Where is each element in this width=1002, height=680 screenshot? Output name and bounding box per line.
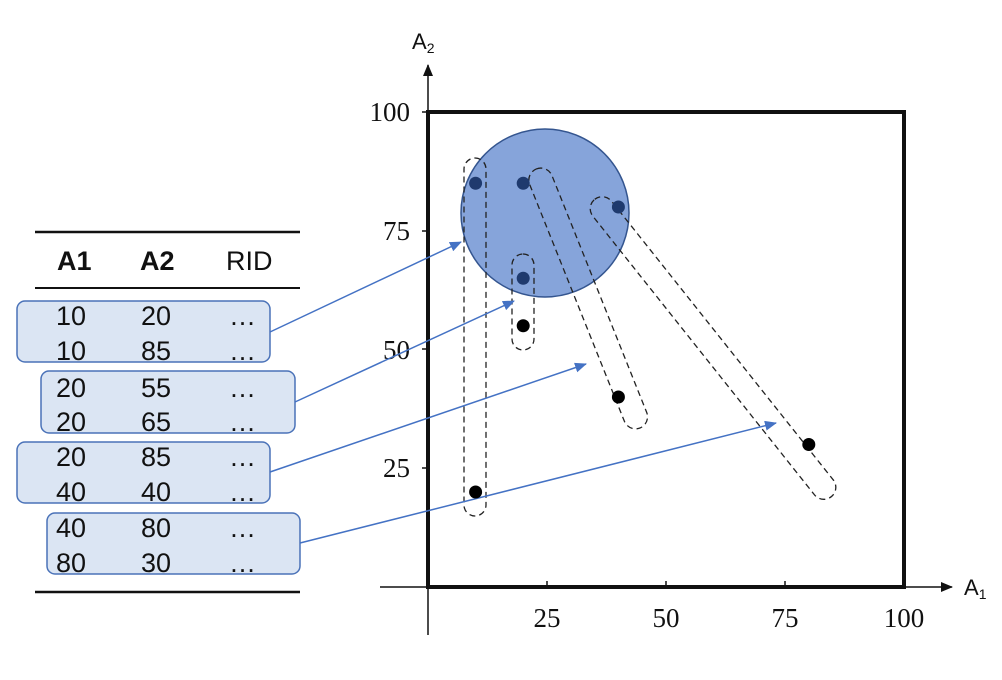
data-point — [469, 485, 483, 499]
cell-a2: 20 — [141, 301, 171, 331]
header-rid: RID — [226, 246, 273, 276]
arrow-page-4 — [299, 420, 777, 544]
data-points — [469, 176, 816, 499]
cell-rid: … — [229, 407, 256, 437]
page-bound-1 — [463, 157, 487, 517]
cell-a1: 10 — [56, 301, 86, 331]
data-point — [611, 200, 625, 214]
arrow-page-3 — [269, 362, 587, 473]
page-arrows — [269, 241, 777, 544]
page-box-3 — [16, 441, 271, 504]
cell-a2: 55 — [141, 373, 171, 403]
cell-a2: 85 — [141, 336, 171, 366]
y-tick-label: 50 — [383, 335, 410, 365]
page-bound-4 — [589, 196, 837, 500]
y-tick-label: 25 — [383, 453, 410, 483]
header-a2: A2 — [140, 246, 175, 276]
data-point — [611, 390, 625, 404]
arrow-page-1 — [269, 241, 462, 333]
data-point — [802, 438, 816, 451]
cell-a2: 65 — [141, 407, 171, 437]
arrow-page-2 — [294, 300, 515, 403]
x-tick-label: 100 — [884, 603, 925, 633]
cell-a2: 40 — [141, 477, 171, 507]
x-tick-label: 50 — [653, 603, 680, 633]
cell-a1: 40 — [56, 477, 86, 507]
domain-box — [426, 110, 906, 589]
cell-a2: 80 — [141, 513, 171, 543]
x-tick-label: 75 — [772, 603, 799, 633]
cell-a2: 30 — [141, 548, 171, 578]
cell-rid: … — [229, 548, 256, 578]
cell-a1: 20 — [56, 373, 86, 403]
data-point — [469, 176, 483, 190]
cell-rid: … — [229, 336, 256, 366]
header-a1: A1 — [57, 246, 92, 276]
page-bound-3 — [528, 167, 649, 430]
data-point — [516, 176, 530, 190]
cell-a1: 20 — [56, 442, 86, 472]
cell-rid: … — [229, 373, 256, 403]
x-axis-label: A1 — [964, 575, 987, 602]
y-tick-label: 100 — [370, 97, 411, 127]
page-bounds — [463, 157, 837, 517]
cell-rid: … — [229, 477, 256, 507]
cell-rid: … — [229, 442, 256, 472]
rid-table: A1 A2 RID 10 20 … 10 85 … 20 55 … 20 65 … — [16, 230, 301, 594]
cell-a2: 85 — [141, 442, 171, 472]
cell-rid: … — [229, 513, 256, 543]
cell-a1: 40 — [56, 513, 86, 543]
y-axis-label: A2 — [412, 29, 435, 56]
cell-a1: 80 — [56, 548, 86, 578]
cell-a1: 10 — [56, 336, 86, 366]
query-circle — [460, 128, 630, 298]
y-tick-label: 75 — [383, 216, 410, 246]
page-box-4 — [46, 512, 301, 575]
cell-rid: … — [229, 301, 256, 331]
x-tick-label: 25 — [534, 603, 561, 633]
data-point — [516, 319, 530, 333]
data-point — [516, 271, 530, 285]
plot: A2 A1 25 50 75 100 25 50 75 100 — [269, 29, 987, 635]
cell-a1: 20 — [56, 407, 86, 437]
